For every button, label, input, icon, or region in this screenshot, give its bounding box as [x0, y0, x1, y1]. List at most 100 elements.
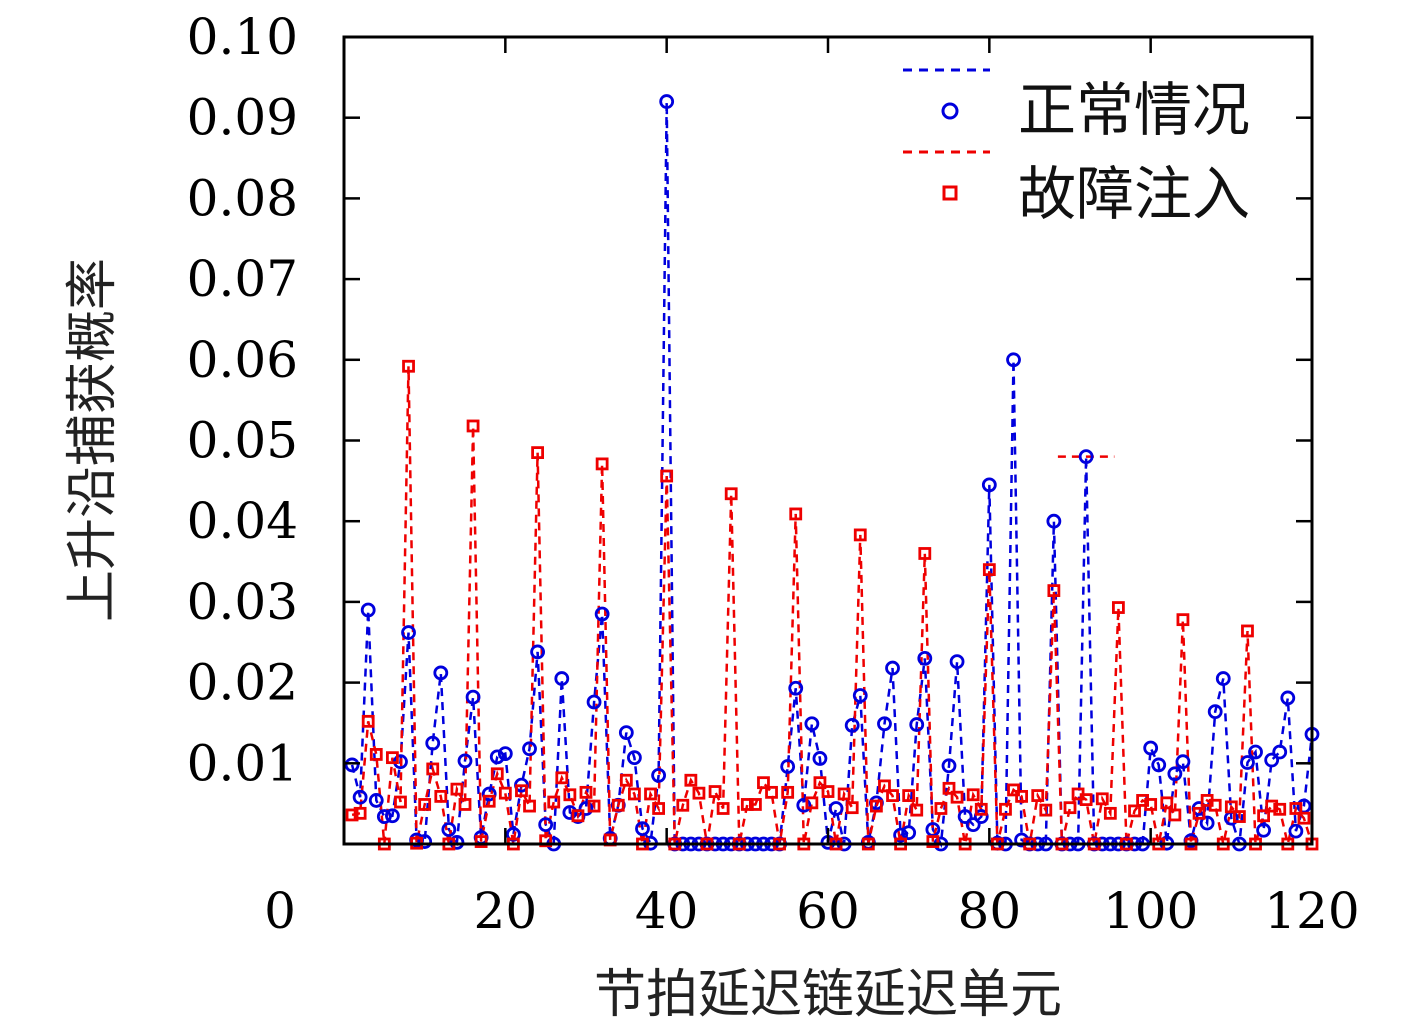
data-point-1	[555, 771, 569, 785]
data-point-1	[563, 788, 577, 802]
data-point-1	[644, 787, 657, 801]
data-point-0	[433, 665, 449, 681]
data-point-1	[394, 795, 407, 809]
data-point-0	[368, 793, 384, 808]
data-point-0	[522, 741, 537, 757]
data-point-1	[1233, 810, 1246, 823]
data-point-0	[635, 821, 650, 837]
data-point-1	[1063, 801, 1077, 815]
series-line-1	[351, 366, 1314, 845]
data-point-1	[547, 795, 561, 809]
data-point-1	[1289, 802, 1303, 815]
data-point-0	[901, 825, 917, 841]
data-point-1	[878, 779, 891, 793]
data-point-1	[458, 798, 472, 811]
data-point-0	[401, 625, 416, 640]
data-point-0	[376, 809, 392, 824]
data-point-0	[1167, 766, 1183, 782]
data-point-1	[402, 359, 415, 373]
data-point-1	[1144, 798, 1158, 811]
data-point-0	[618, 725, 634, 741]
data-point-1	[1007, 783, 1020, 797]
data-point-1	[1192, 806, 1206, 820]
data-point-0	[457, 753, 473, 769]
data-point-0	[828, 801, 844, 816]
data-point-1	[999, 802, 1012, 816]
data-point-1	[523, 799, 536, 813]
data-point-1	[652, 802, 665, 815]
x-tick-label: 0	[264, 882, 296, 940]
data-point-1	[1208, 798, 1222, 812]
data-point-1	[910, 803, 924, 817]
data-point-1	[1241, 624, 1254, 638]
data-point-0	[1151, 757, 1167, 773]
data-point-1	[571, 809, 585, 823]
data-point-1	[361, 714, 375, 728]
data-point-1	[482, 794, 496, 808]
data-point-1	[853, 528, 867, 542]
data-point-0	[1078, 449, 1094, 465]
data-point-0	[1264, 752, 1280, 768]
data-point-1	[676, 798, 690, 812]
data-point-1	[418, 798, 432, 811]
data-point-1	[950, 790, 964, 804]
data-point-1	[1224, 800, 1238, 814]
data-point-1	[1168, 808, 1182, 822]
data-point-0	[360, 602, 376, 618]
data-point-0	[780, 759, 796, 774]
x-tick-label: 120	[1264, 882, 1359, 940]
data-point-1	[1257, 809, 1270, 823]
data-point-0	[651, 768, 666, 783]
y-axis-ticks: 0.01 0.02 0.03 0.04 0.05 0.06 0.07 0.08 0.09 0.10	[187, 8, 1312, 792]
data-point-1	[716, 802, 730, 815]
data-point-1	[628, 787, 641, 801]
data-point-1	[531, 446, 544, 460]
data-point-1	[821, 785, 835, 798]
data-point-0	[941, 758, 957, 774]
data-point-0	[909, 717, 925, 732]
y-tick-label: 0.07	[187, 250, 298, 308]
data-point-0	[965, 817, 981, 833]
data-point-1	[781, 785, 795, 799]
legend-marker-normal	[941, 102, 959, 120]
data-point-1	[579, 785, 593, 799]
data-point-1	[982, 563, 996, 577]
x-tick-label: 60	[796, 882, 860, 940]
data-point-1	[611, 798, 625, 812]
data-point-1	[845, 801, 859, 815]
data-point-0	[481, 786, 497, 802]
data-point-0	[1272, 744, 1288, 760]
data-point-0	[844, 717, 860, 733]
data-point-1	[619, 773, 633, 787]
data-point-0	[578, 801, 594, 816]
legend-label-fault: 故障注入	[1018, 160, 1250, 228]
y-tick-label: 0.10	[187, 8, 298, 66]
data-point-0	[538, 817, 554, 833]
data-point-1	[1031, 789, 1045, 802]
x-axis-ticks: 0 20 40 60 80 100 120	[264, 37, 1360, 940]
data-point-0	[1207, 704, 1223, 720]
data-point-0	[949, 654, 965, 670]
data-point-0	[1280, 690, 1296, 706]
data-point-1	[1112, 601, 1125, 614]
data-point-1	[757, 776, 770, 790]
data-point-0	[981, 477, 997, 493]
plot-frame	[342, 35, 1314, 846]
data-point-0	[885, 660, 900, 676]
legend-label-normal: 正常情况	[1018, 76, 1250, 144]
data-point-0	[627, 750, 642, 766]
data-point-1	[934, 802, 948, 815]
data-point-0	[352, 789, 368, 805]
data-point-1	[1128, 804, 1141, 818]
data-point-0	[877, 716, 892, 732]
legend: 正常情况 故障注入	[903, 68, 1250, 228]
data-point-1	[515, 784, 528, 798]
data-point-0	[788, 680, 804, 696]
x-tick-label: 40	[635, 882, 699, 940]
data-point-1	[926, 835, 940, 848]
y-tick-label: 0.08	[187, 169, 298, 227]
data-point-0	[1240, 755, 1255, 770]
data-point-0	[425, 735, 441, 751]
data-point-1	[539, 834, 553, 848]
data-point-1	[789, 507, 803, 521]
